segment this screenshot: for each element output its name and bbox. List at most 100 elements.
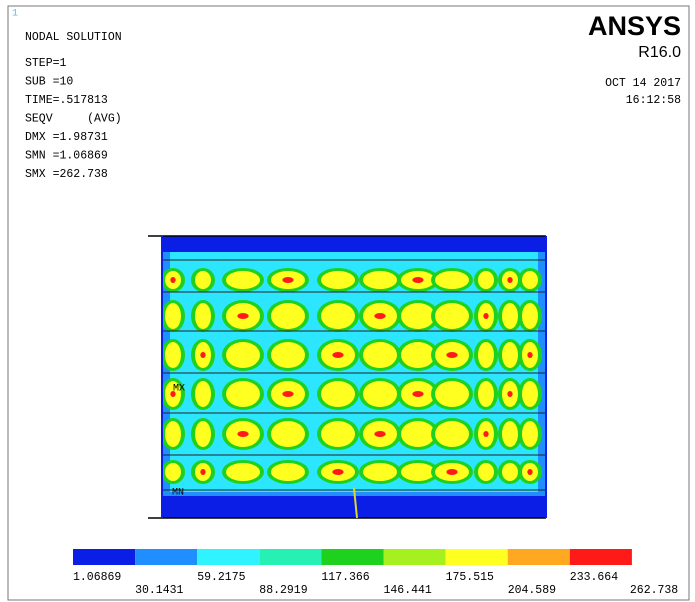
contour-blob (478, 463, 494, 481)
contour-blob (321, 421, 355, 447)
legend-swatch (73, 549, 135, 565)
contour-blob (435, 303, 469, 329)
contour-hot (237, 313, 248, 319)
info-line: STEP=1 (25, 57, 67, 70)
legend-label: 30.1431 (135, 584, 183, 597)
legend-label: 59.2175 (197, 571, 245, 584)
contour-hot (527, 469, 532, 475)
time: 16:12:58 (626, 94, 681, 107)
contour-hot (332, 352, 343, 358)
contour-blob (478, 381, 494, 407)
brand-release: R16.0 (638, 44, 681, 61)
contour-blob (226, 342, 260, 368)
legend-swatch (321, 549, 383, 565)
contour-blob (226, 463, 260, 481)
max-label: MX (173, 384, 185, 395)
contour-hot (374, 313, 385, 319)
info-line: SUB =10 (25, 76, 73, 89)
legend-swatch (259, 549, 321, 565)
contour-blob (165, 303, 181, 329)
legend-label: 1.06869 (73, 571, 121, 584)
contour-blob (478, 342, 494, 368)
viewport-number: 1 (12, 9, 18, 20)
contour-hot (483, 313, 488, 319)
contour-blob (502, 421, 518, 447)
contour-blob (363, 271, 397, 289)
contour-blob (522, 381, 538, 407)
contour-blob (271, 303, 305, 329)
contour-blob (502, 463, 518, 481)
brand-name: ANSYS (588, 11, 681, 41)
info-title: NODAL SOLUTION (25, 31, 122, 44)
info-line: SEQV (AVG) (25, 113, 122, 126)
info-line: TIME=.517813 (25, 94, 108, 107)
contour-blob (522, 421, 538, 447)
legend-label: 146.441 (384, 584, 432, 597)
contour-hot (446, 469, 457, 475)
contour-blob (363, 381, 397, 407)
legend-swatch (570, 549, 632, 565)
contour-blob (435, 421, 469, 447)
contour-blob (522, 303, 538, 329)
contour-blob (401, 342, 435, 368)
min-label: MN (172, 488, 184, 499)
info-line: SMN =1.06869 (25, 150, 108, 163)
contour-blob (271, 421, 305, 447)
contour-hot (483, 431, 488, 437)
contour-blob (195, 271, 211, 289)
contour-blob (435, 381, 469, 407)
contour-blob (321, 381, 355, 407)
contour-blob (195, 303, 211, 329)
legend-swatch (197, 549, 259, 565)
contour-blob (363, 463, 397, 481)
contour-blob (522, 271, 538, 289)
legend-swatch (446, 549, 508, 565)
legend-label: 88.2919 (259, 584, 307, 597)
model-top-band (162, 236, 546, 252)
ansys-window: 1 NODAL SOLUTION ANSYS R16.0 OCT 14 2017… (0, 0, 695, 602)
contour-hot (446, 352, 457, 358)
contour-hot (527, 352, 532, 358)
contour-blob (401, 421, 435, 447)
contour-hot (200, 469, 205, 475)
contour-hot (507, 277, 512, 283)
info-line: SMX =262.738 (25, 168, 108, 181)
legend-label: 233.664 (570, 571, 618, 584)
contour-blob (226, 271, 260, 289)
model-bottom-band (162, 496, 546, 518)
contour-blob (321, 271, 355, 289)
legend-swatch (135, 549, 197, 565)
contour-blob (321, 303, 355, 329)
date: OCT 14 2017 (605, 77, 681, 90)
contour-hot (507, 391, 512, 397)
legend-label: 262.738 (630, 584, 678, 597)
contour-hot (282, 277, 293, 283)
contour-hot (412, 391, 423, 397)
contour-blob (363, 342, 397, 368)
legend-label: 175.515 (446, 571, 494, 584)
contour-hot (282, 391, 293, 397)
contour-blob (502, 303, 518, 329)
legend-swatch (508, 549, 570, 565)
contour-hot (200, 352, 205, 358)
contour-blob (195, 421, 211, 447)
contour-blob (502, 342, 518, 368)
contour-hot (332, 469, 343, 475)
contour-blob (165, 342, 181, 368)
contour-blob (271, 463, 305, 481)
contour-blob (478, 271, 494, 289)
contour-hot (412, 277, 423, 283)
legend-swatch (384, 549, 446, 565)
contour-blob (271, 342, 305, 368)
contour-blob (195, 381, 211, 407)
contour-blob (401, 463, 435, 481)
contour-hot (237, 431, 248, 437)
info-line: DMX =1.98731 (25, 131, 108, 144)
contour-blob (226, 381, 260, 407)
contour-blob (435, 271, 469, 289)
contour-blob (165, 421, 181, 447)
contour-hot (170, 277, 175, 283)
legend-label: 204.589 (508, 584, 556, 597)
contour-blob (401, 303, 435, 329)
contour-blob (165, 463, 181, 481)
